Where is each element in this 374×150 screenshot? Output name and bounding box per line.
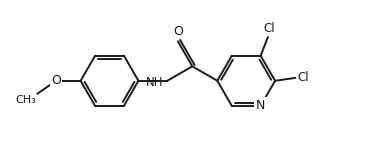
Text: CH₃: CH₃ xyxy=(15,95,36,105)
Text: O: O xyxy=(51,74,61,87)
Text: Cl: Cl xyxy=(297,71,309,84)
Text: O: O xyxy=(173,25,183,38)
Text: NH: NH xyxy=(146,76,164,89)
Text: Cl: Cl xyxy=(264,22,275,35)
Text: N: N xyxy=(256,99,266,112)
